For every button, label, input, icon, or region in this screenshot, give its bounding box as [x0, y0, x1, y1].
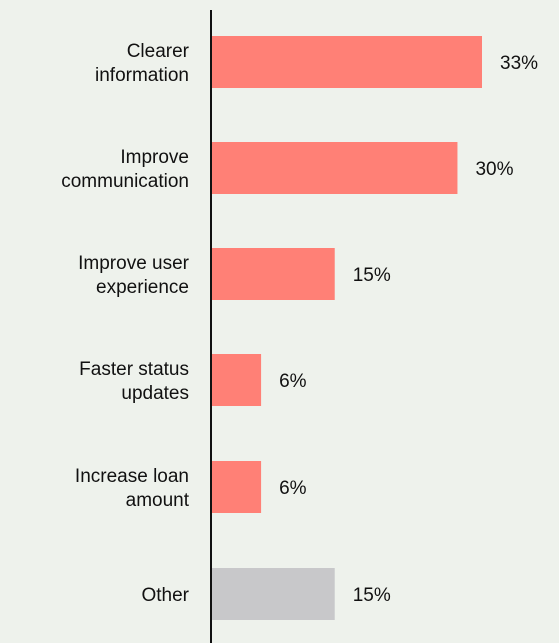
- value-label-3: 6%: [279, 371, 307, 392]
- bar-0: [212, 36, 482, 88]
- category-label-line: amount: [126, 490, 190, 511]
- bar-5: [212, 568, 335, 620]
- value-label-0: 33%: [500, 53, 538, 74]
- value-label-1: 30%: [475, 159, 513, 180]
- category-label-line: communication: [61, 171, 189, 192]
- category-label-line: Clearer: [127, 41, 190, 62]
- category-label-0: Clearer information: [95, 41, 190, 86]
- bar-4: [212, 461, 262, 513]
- category-label-line: Increase loan: [75, 466, 189, 487]
- value-label-2: 15%: [353, 265, 391, 286]
- category-label-line: experience: [96, 277, 189, 298]
- category-label-line: Improve user: [78, 253, 190, 274]
- value-labels-group: 33% 30% 15% 6% 6% 15%: [279, 53, 538, 606]
- bar-1: [212, 142, 458, 194]
- category-label-line: updates: [121, 383, 189, 404]
- category-label-line: Faster status: [79, 359, 189, 380]
- category-label-4: Increase loan amount: [75, 466, 190, 511]
- bar-3: [212, 354, 262, 406]
- category-label-3: Faster status updates: [79, 359, 189, 404]
- category-label-1: Improve communication: [61, 147, 189, 192]
- value-label-4: 6%: [279, 478, 307, 499]
- category-label-line: Other: [141, 585, 189, 606]
- category-label-2: Improve user experience: [78, 253, 190, 298]
- bar-2: [212, 248, 335, 300]
- bars-group: [212, 36, 482, 620]
- category-label-line: Improve: [120, 147, 189, 168]
- category-label-line: information: [95, 65, 189, 86]
- category-label-5: Other: [141, 585, 189, 606]
- value-label-5: 15%: [353, 585, 391, 606]
